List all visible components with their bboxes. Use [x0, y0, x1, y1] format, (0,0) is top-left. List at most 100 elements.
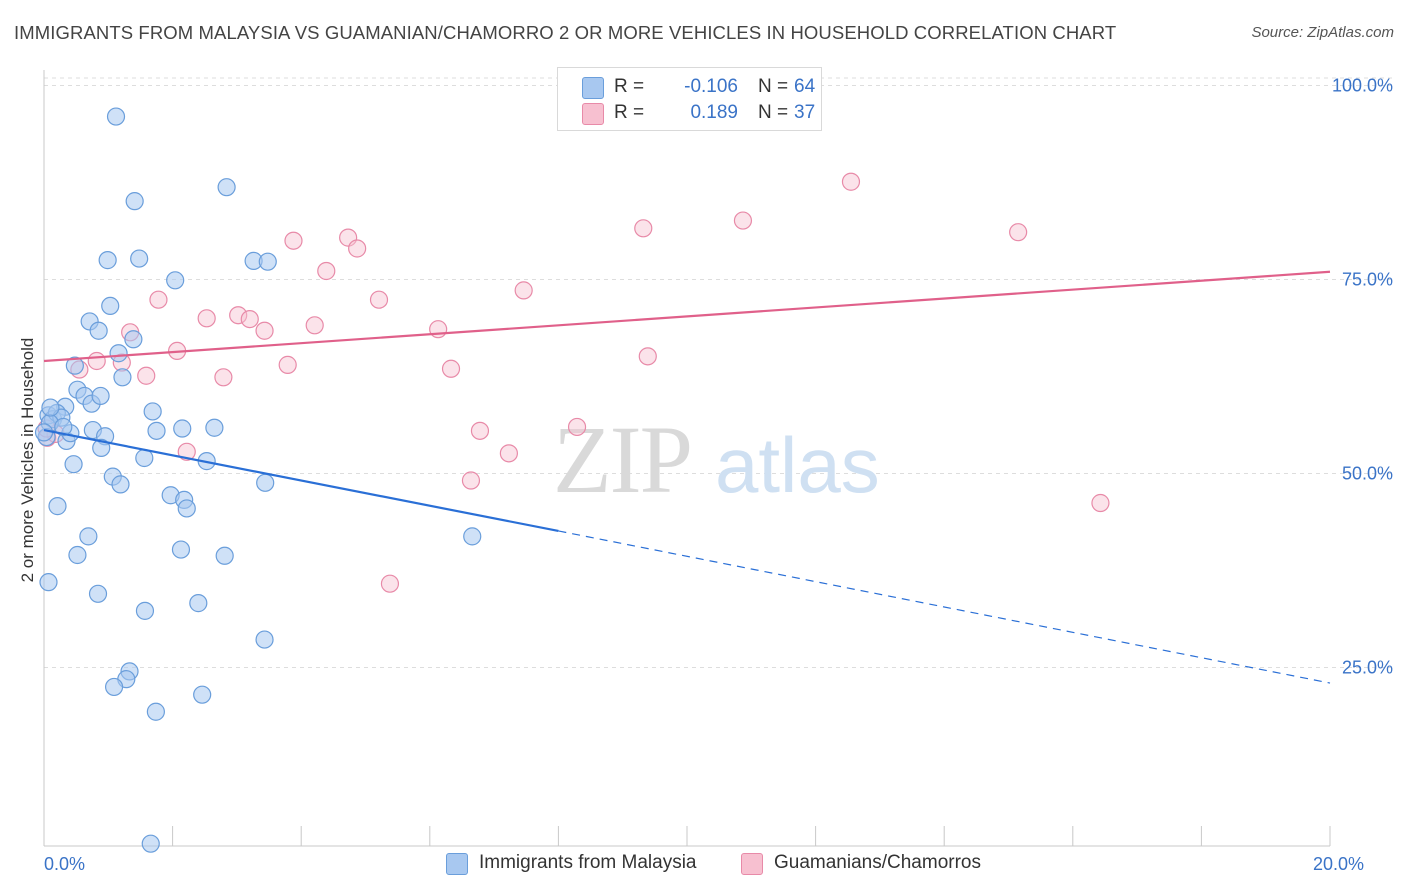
point-guamanian: [499, 444, 518, 463]
point-malaysia: [147, 421, 166, 440]
point-guamanian: [369, 290, 389, 309]
point-malaysia: [125, 192, 144, 211]
legend-r-value: 0.189: [690, 102, 738, 123]
legend-n-label: N =: [758, 102, 789, 123]
point-guamanian: [567, 417, 587, 437]
point-guamanian: [305, 316, 324, 335]
point-guamanian: [255, 321, 274, 340]
point-malaysia: [143, 402, 162, 421]
point-malaysia: [189, 594, 208, 613]
point-malaysia: [113, 368, 132, 387]
watermark-atlas: atlas: [715, 421, 880, 509]
point-guamanian: [177, 442, 196, 461]
point-malaysia: [215, 546, 234, 565]
legend-r-label: R =: [614, 102, 645, 123]
gridlines: [44, 77, 1392, 669]
point-malaysia: [101, 296, 120, 316]
tick-labels: 100.0% 75.0% 50.0% 25.0% 0.0% 20.0%: [44, 76, 1393, 874]
point-guamanian: [317, 261, 336, 281]
point-guamanian: [240, 309, 259, 329]
legend-r-value: -0.106: [684, 76, 738, 97]
point-malaysia: [193, 685, 212, 704]
bottom-legend-swatch-blue: [446, 853, 468, 875]
point-guamanian: [514, 281, 533, 300]
point-guamanian: [278, 355, 297, 374]
point-guamanian: [87, 351, 106, 371]
point-malaysia: [146, 702, 165, 721]
point-malaysia: [255, 630, 274, 649]
point-malaysia: [258, 252, 277, 271]
point-guamanian: [1009, 223, 1028, 242]
bottom-legend-swatch-pink: [741, 853, 763, 875]
point-guamanian: [634, 219, 653, 238]
point-malaysia: [65, 356, 84, 375]
trend-line-malaysia: [43, 428, 559, 533]
point-guamanian: [137, 366, 156, 385]
point-malaysia: [217, 178, 236, 197]
correlation-legend: R = -0.106 N = 64 R = 0.189 N = 37: [557, 67, 822, 131]
point-malaysia: [34, 423, 54, 442]
point-malaysia: [130, 249, 149, 268]
y-tick-label: 100.0%: [1332, 76, 1393, 96]
point-malaysia: [171, 540, 191, 559]
point-malaysia: [173, 419, 192, 438]
legend-n-value: 37: [794, 102, 816, 123]
point-malaysia: [205, 418, 224, 437]
point-malaysia: [89, 321, 108, 340]
x-tick-label: 0.0%: [44, 854, 85, 874]
point-guamanian: [441, 359, 461, 378]
point-malaysia: [124, 330, 143, 349]
point-guamanian: [229, 306, 248, 325]
watermark: ZIP atlas: [553, 406, 880, 513]
point-malaysia: [68, 545, 87, 565]
data-points: [34, 107, 1110, 853]
trend-line-malaysia-extension: [558, 530, 1331, 684]
point-malaysia: [177, 499, 196, 518]
point-guamanian: [284, 231, 303, 250]
point-malaysia: [166, 271, 185, 290]
legend-r-label: R =: [614, 76, 645, 97]
point-malaysia: [88, 584, 108, 603]
point-malaysia: [463, 527, 482, 546]
point-guamanian: [149, 290, 168, 309]
point-malaysia: [111, 475, 130, 494]
point-malaysia: [64, 455, 83, 474]
y-axis-label: 2 or more Vehicles in Household: [18, 337, 37, 583]
x-tick-label: 20.0%: [1313, 854, 1364, 874]
point-malaysia: [92, 438, 111, 458]
point-malaysia: [135, 448, 154, 468]
axes: [43, 70, 1331, 847]
trend-line-guamanian: [43, 270, 1331, 363]
point-guamanian: [380, 574, 400, 593]
point-guamanian: [1091, 493, 1110, 513]
point-malaysia: [256, 473, 275, 492]
trend-lines: [43, 270, 1331, 684]
point-guamanian: [197, 309, 216, 328]
legend-swatch-pink: [582, 103, 604, 125]
chart-title: IMMIGRANTS FROM MALAYSIA VS GUAMANIAN/CH…: [14, 22, 1117, 43]
y-tick-label: 25.0%: [1342, 658, 1393, 678]
point-guamanian: [348, 239, 367, 258]
legend-swatch-blue: [582, 77, 604, 99]
point-malaysia: [79, 527, 98, 546]
point-guamanian: [214, 368, 233, 387]
legend-n-value: 64: [794, 76, 816, 97]
point-malaysia: [41, 398, 60, 417]
source-label: Source: ZipAtlas.com: [1251, 24, 1394, 41]
point-malaysia: [48, 497, 67, 516]
point-malaysia: [39, 573, 58, 592]
bottom-legend-label-malaysia: Immigrants from Malaysia: [479, 852, 697, 873]
point-malaysia: [109, 344, 128, 363]
point-guamanian: [470, 421, 490, 440]
point-guamanian: [461, 471, 481, 490]
bottom-legend-label-guamanian: Guamanians/Chamorros: [774, 852, 981, 873]
point-malaysia: [91, 386, 110, 406]
point-guamanian: [841, 172, 861, 191]
point-malaysia: [141, 834, 160, 853]
point-malaysia: [106, 107, 126, 126]
point-guamanian: [638, 347, 657, 366]
watermark-zip: ZIP: [553, 406, 691, 513]
point-malaysia: [98, 251, 117, 270]
legend-n-label: N =: [758, 76, 789, 97]
